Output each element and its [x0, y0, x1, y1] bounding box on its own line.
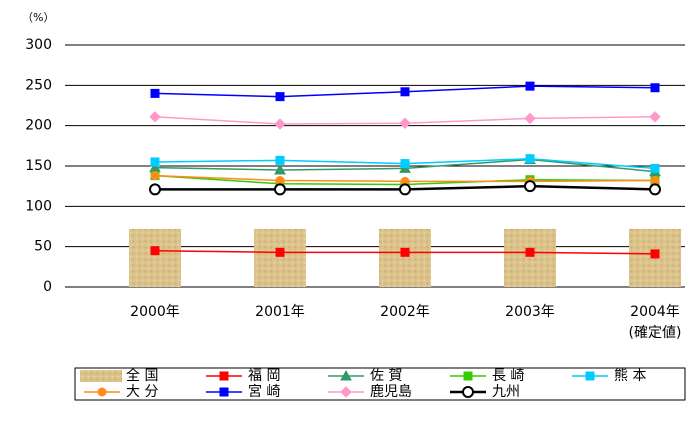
- x-tick-label: 2001年: [255, 304, 305, 320]
- legend-marker: [462, 386, 474, 398]
- marker: [649, 111, 661, 123]
- marker: [399, 183, 411, 196]
- x-tick-label: 2004年: [630, 304, 680, 320]
- bar: [379, 228, 431, 287]
- legend-label: 全 国: [126, 367, 158, 384]
- legend-box: [74, 367, 686, 401]
- x-tick-note: (確定値): [629, 325, 682, 341]
- y-tick-label: 200: [25, 118, 52, 134]
- marker: [150, 88, 160, 98]
- bar: [129, 228, 181, 287]
- legend-label: 宮 崎: [248, 384, 280, 400]
- legend-label: 大 分: [126, 384, 158, 400]
- marker: [525, 154, 535, 164]
- marker: [399, 117, 411, 129]
- marker: [275, 176, 285, 186]
- marker: [524, 112, 536, 125]
- x-tick-label: 2000年: [130, 304, 180, 320]
- legend-marker: [219, 387, 229, 397]
- unit-label: （%）: [22, 11, 54, 24]
- legend-label: 熊 本: [614, 368, 646, 384]
- legend-marker: [219, 371, 229, 381]
- y-tick-label: 300: [25, 37, 52, 53]
- legend-label: 長 崎: [492, 368, 524, 384]
- y-tick-label: 250: [25, 77, 52, 93]
- legend-label: 福 岡: [248, 368, 280, 384]
- bar: [504, 228, 556, 287]
- marker: [274, 118, 286, 130]
- marker: [400, 247, 410, 257]
- legend-marker: [340, 369, 352, 381]
- marker: [650, 176, 660, 186]
- marker: [274, 183, 286, 196]
- marker: [149, 183, 161, 196]
- marker: [400, 159, 410, 169]
- legend-label: 佐 賀: [370, 368, 402, 384]
- legend-marker: [585, 371, 595, 381]
- bar: [254, 228, 306, 287]
- y-tick-label: 100: [25, 198, 52, 214]
- marker: [649, 183, 661, 196]
- x-tick-label: 2002年: [380, 304, 430, 320]
- marker: [274, 164, 286, 175]
- marker: [275, 155, 285, 165]
- marker: [525, 247, 535, 257]
- legend-marker: [340, 386, 352, 398]
- marker: [650, 163, 660, 173]
- x-tick-label: 2003年: [505, 304, 555, 320]
- legend-label: 鹿児島: [370, 383, 412, 400]
- marker: [400, 87, 410, 97]
- legend-marker: [463, 371, 473, 381]
- marker: [650, 83, 660, 93]
- marker: [525, 81, 535, 91]
- legend-swatch: [80, 370, 122, 382]
- marker: [524, 180, 536, 193]
- marker: [150, 157, 160, 167]
- marker: [650, 249, 660, 259]
- y-tick-label: 0: [43, 279, 52, 295]
- marker: [150, 246, 160, 256]
- y-tick-label: 150: [25, 158, 52, 174]
- y-tick-label: 50: [34, 239, 52, 255]
- marker: [275, 247, 285, 257]
- legend-label: 九州: [492, 384, 520, 400]
- marker: [275, 92, 285, 102]
- marker: [150, 171, 160, 181]
- marker: [149, 111, 161, 123]
- legend-marker: [97, 387, 107, 397]
